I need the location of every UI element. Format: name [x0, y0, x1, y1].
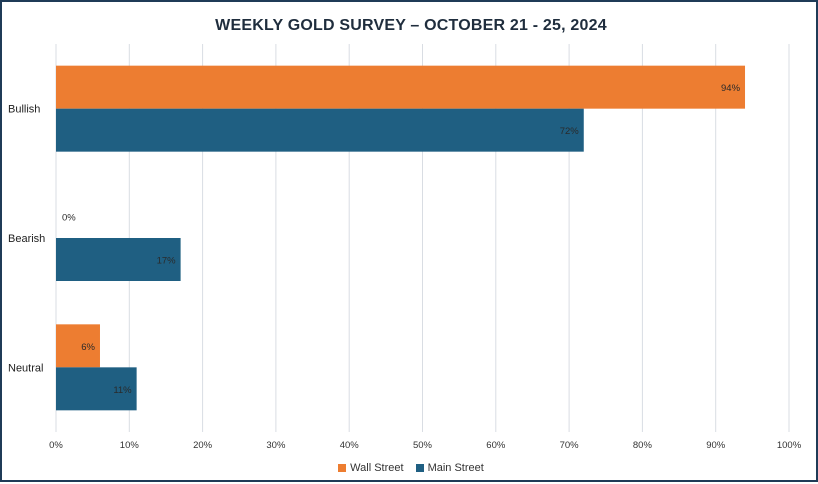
x-tick-label: 40% [340, 440, 360, 451]
legend-swatch-wall-street [338, 464, 347, 472]
legend-swatch-main-street [415, 464, 424, 472]
bar-main-street-neutral [56, 367, 137, 411]
x-tick-label: 70% [560, 440, 580, 451]
data-label-wall-street-bullish: 94% [721, 83, 741, 94]
labels: 0% 10% 20% 30% 40% 50% 60% 70% 80% 90% 100% Bullish… [8, 83, 802, 451]
bar-wall-street-neutral [56, 324, 100, 368]
category-label-bullish: Bullish [8, 104, 40, 116]
data-label-main-street-bearish: 17% [157, 256, 177, 267]
category-label-bearish: Bearish [8, 233, 45, 245]
x-tick-label: 80% [633, 440, 653, 451]
x-tick-label: 0% [49, 440, 63, 451]
data-label-wall-street-neutral: 6% [81, 342, 95, 353]
data-label-main-street-bullish: 72% [560, 126, 580, 137]
x-tick-label: 20% [193, 440, 213, 451]
bar-main-street-bullish [56, 108, 584, 152]
x-tick-label: 90% [706, 440, 726, 451]
x-tick-label: 50% [413, 440, 433, 451]
bar-main-street-bearish [56, 238, 181, 281]
bar-wall-street-bullish [56, 65, 746, 109]
legend-label-wall-street: Wall Street [350, 462, 404, 474]
legend-label-main-street: Main Street [427, 462, 484, 474]
legend-item-main-street: Main Street [415, 462, 484, 474]
x-tick-label: 30% [266, 440, 286, 451]
x-tick-label: 60% [486, 440, 506, 451]
bars [56, 65, 746, 411]
data-label-wall-street-bearish: 0% [62, 213, 76, 224]
legend-item-wall-street: Wall Street [338, 462, 404, 474]
x-tick-label: 10% [120, 440, 140, 451]
data-label-main-street-neutral: 11% [113, 385, 132, 396]
chart-title: WEEKLY GOLD SURVEY – OCTOBER 21 - 25, 20… [215, 17, 607, 34]
legend: Wall Street Main Street [2, 462, 818, 474]
x-tick-label: 100% [777, 440, 802, 451]
category-label-neutral: Neutral [8, 362, 43, 374]
